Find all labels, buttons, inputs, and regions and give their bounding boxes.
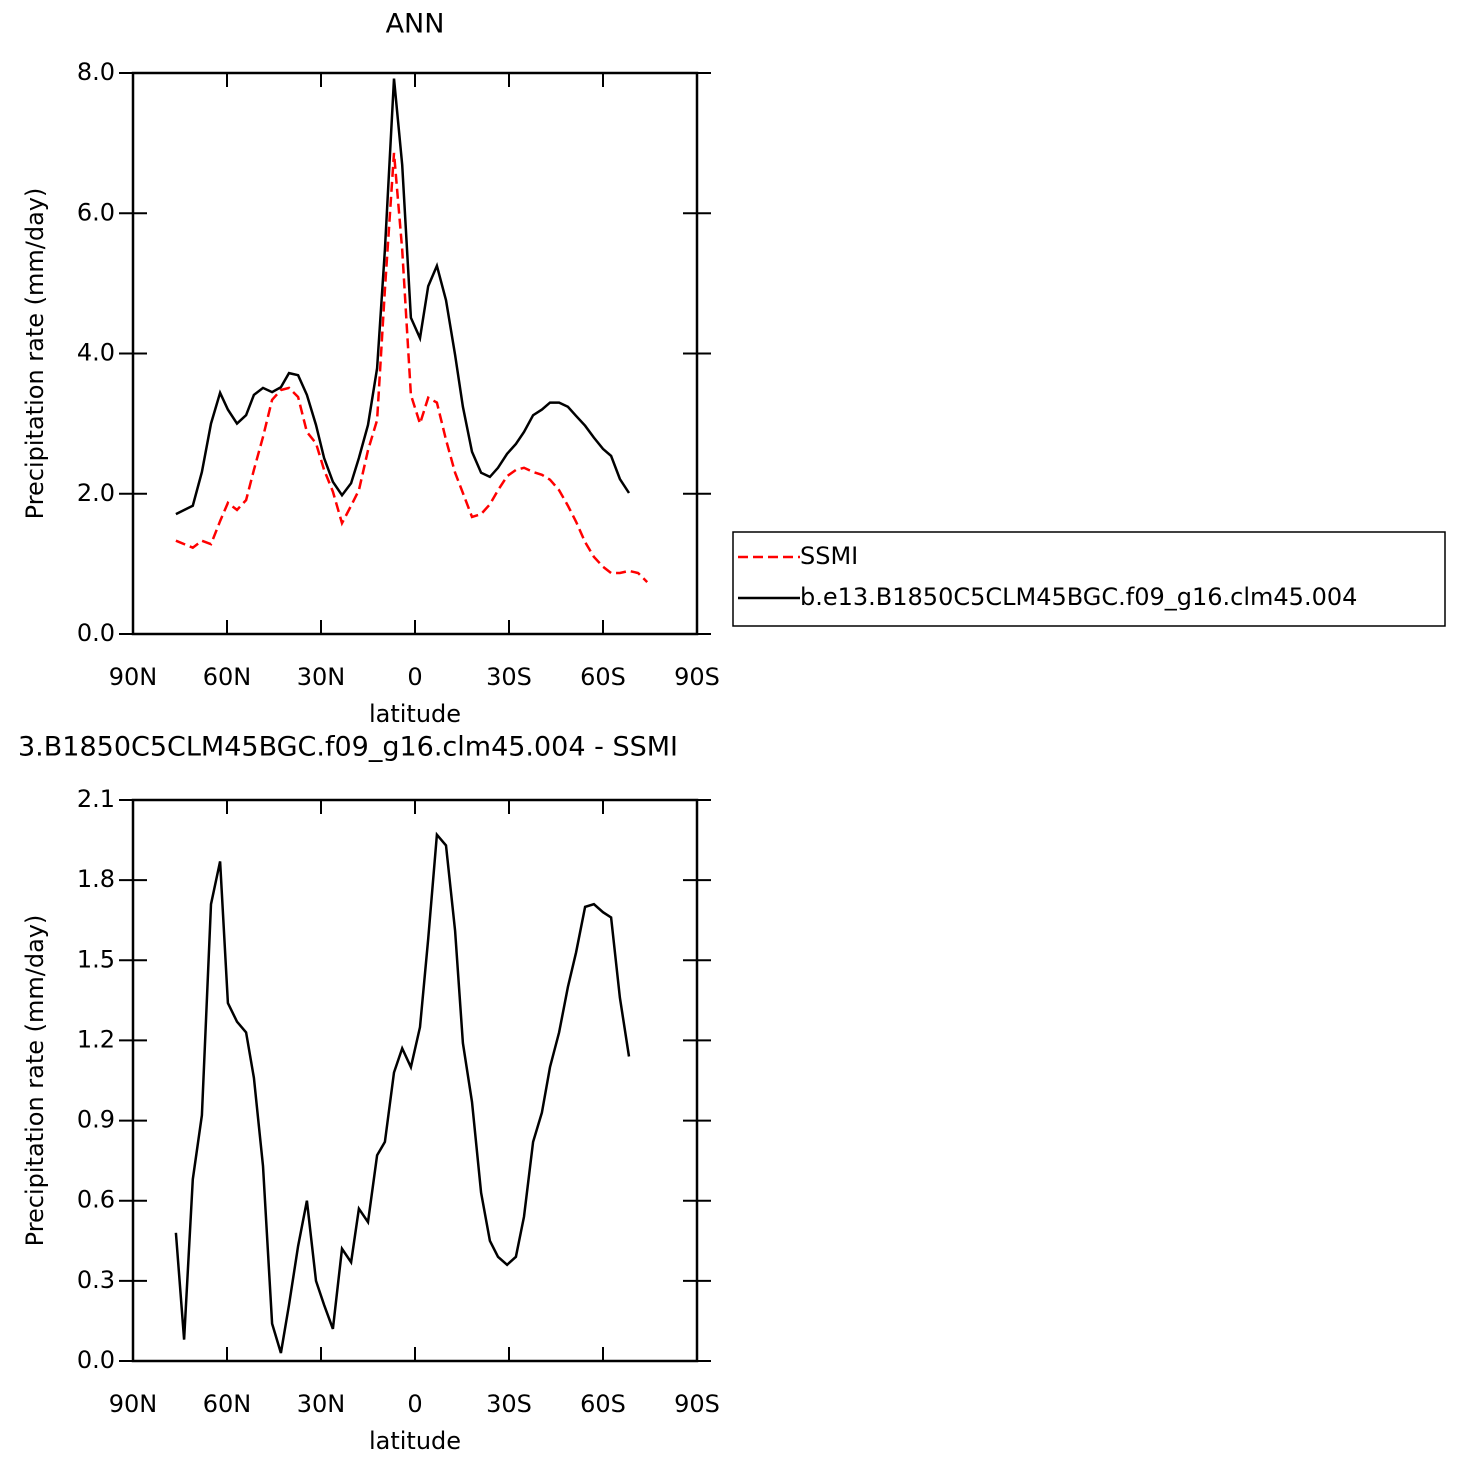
x-tick-label: 60N	[203, 663, 252, 691]
x-tick-label: 30S	[486, 1390, 532, 1418]
series-line	[175, 152, 649, 583]
y-tick-label: 2.0	[77, 479, 115, 507]
x-tick-label: 60S	[580, 663, 626, 691]
x-tick-label: 60N	[203, 1390, 252, 1418]
plot-frame	[131, 798, 699, 1363]
series-line	[175, 78, 631, 516]
plot-frame	[131, 71, 699, 636]
x-tick-label: 60S	[580, 1390, 626, 1418]
legend-box	[732, 531, 1446, 627]
y-tick-label: 0.0	[77, 619, 115, 647]
chart-title: ANN	[386, 9, 445, 40]
x-tick-label: 0	[407, 1390, 422, 1418]
x-tick-label: 0	[407, 663, 422, 691]
y-axis-label: Precipitation rate (mm/day)	[21, 915, 49, 1247]
x-axis-label: latitude	[369, 1427, 461, 1455]
series-line	[174, 831, 631, 1354]
x-tick-label: 90S	[674, 663, 720, 691]
x-axis-label: latitude	[369, 700, 461, 728]
y-axis-label: Precipitation rate (mm/day)	[21, 188, 49, 520]
legend-label: SSMI	[800, 542, 858, 570]
y-tick-label: 0.9	[77, 1106, 115, 1134]
y-tick-label: 0.0	[77, 1346, 115, 1374]
legend-label: b.e13.B1850C5CLM45BGC.f09_g16.clm45.004	[800, 583, 1357, 611]
y-tick-label: 6.0	[77, 198, 115, 226]
x-tick-label: 90N	[109, 663, 158, 691]
chart-title: 3.B1850C5CLM45BGC.f09_g16.clm45.004 - SS…	[18, 732, 678, 763]
x-tick-label: 30N	[297, 663, 346, 691]
x-tick-label: 30N	[297, 1390, 346, 1418]
y-tick-label: 8.0	[77, 58, 115, 86]
x-tick-label: 90S	[674, 1390, 720, 1418]
y-tick-label: 0.3	[77, 1266, 115, 1294]
y-tick-label: 1.8	[77, 865, 115, 893]
x-tick-label: 90N	[109, 1390, 158, 1418]
x-tick-label: 30S	[486, 663, 532, 691]
y-tick-label: 1.2	[77, 1025, 115, 1053]
y-tick-label: 2.1	[77, 785, 115, 813]
y-tick-label: 1.5	[77, 945, 115, 973]
y-tick-label: 0.6	[77, 1186, 115, 1214]
y-tick-label: 4.0	[77, 339, 115, 367]
